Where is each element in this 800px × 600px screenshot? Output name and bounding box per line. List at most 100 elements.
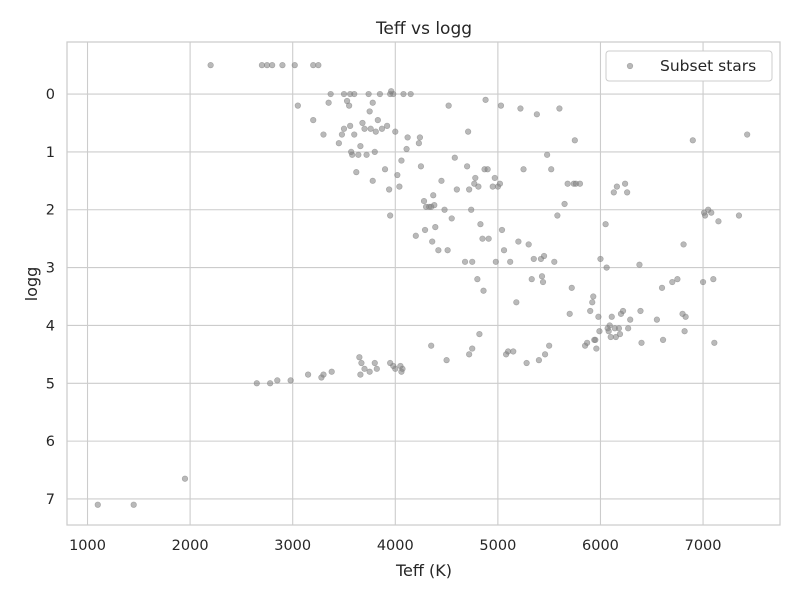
data-point [541,351,549,358]
data-point [421,226,429,234]
data-point [464,163,471,170]
data-point [530,255,537,263]
data-point [466,351,473,358]
data-point [608,313,615,320]
data-point [597,255,604,263]
data-point [505,348,512,355]
legend-marker [626,62,634,70]
data-point [605,328,612,335]
data-point [371,148,378,156]
data-point [539,278,547,286]
data-point [335,140,342,147]
data-point [269,62,276,69]
data-point [568,284,575,291]
data-point [556,105,563,112]
data-point [338,131,346,138]
legend-box [605,50,773,82]
data-point [592,336,599,343]
data-point [735,212,743,219]
data-point [476,331,483,338]
data-point [548,166,555,173]
data-point [444,247,451,254]
data-point [584,339,591,346]
data-point [606,322,613,329]
data-point [469,345,476,352]
data-point [682,313,689,320]
x-tick-label: 3000 [274,538,311,554]
data-point [400,90,407,98]
data-point [359,119,366,127]
data-point [387,212,394,219]
data-point [566,310,573,317]
data-point [420,197,428,205]
x-tick-label: 2000 [172,538,209,554]
data-point [540,252,548,260]
data-point [448,215,455,222]
data-point [357,371,364,378]
data-point [637,307,644,315]
data-point [669,278,676,286]
data-point [441,206,448,213]
data-point [564,180,571,187]
plot-frame [66,41,781,526]
data-point [327,90,334,98]
data-point [461,258,469,265]
x-tick-label: 5000 [479,538,516,554]
data-point [399,365,406,372]
data-point [365,90,372,98]
data-point [602,221,609,228]
data-point [538,273,546,280]
data-point [394,171,401,179]
data-point [371,359,378,367]
data-point [291,62,298,69]
data-point [94,501,101,508]
data-point [320,371,327,378]
data-point [636,261,643,268]
data-point [500,247,508,254]
data-point [369,99,376,106]
data-point [551,258,558,265]
data-point [181,475,189,482]
data-point [412,232,419,239]
data-point [367,125,374,132]
data-point [207,62,214,69]
data-point [507,258,514,265]
chart-title: Teff vs logg [375,19,472,39]
data-point [510,348,517,355]
data-point [472,174,479,182]
x-tick-label: 4000 [377,538,414,554]
data-point [554,212,561,219]
data-point [613,183,620,190]
data-point [438,177,445,184]
data-point [525,241,532,248]
x-axis-ticks: 1000 2000 3000 4000 5000 6000 7000 [69,538,721,554]
data-point [624,189,631,196]
data-point [374,116,381,124]
data-point [491,174,498,182]
data-point [274,377,281,384]
x-tick-label: 6000 [582,538,619,554]
data-point [576,180,584,187]
data-point [589,299,596,306]
data-point [294,102,301,109]
data-point [357,143,364,150]
x-axis-label: Teff (K) [395,561,452,580]
data-point [466,186,473,193]
data-point [310,62,317,69]
data-point [653,316,660,323]
data-point [304,371,312,378]
data-point [603,264,610,271]
data-point [376,90,383,98]
data-point [378,125,386,132]
data-point [699,278,707,286]
data-point [355,151,362,158]
data-point [372,128,379,135]
data-point [451,154,458,161]
data-point [658,284,666,291]
data-point [485,235,492,242]
data-point [403,145,410,153]
data-point [130,501,137,508]
data-point [489,183,496,190]
data-point [596,328,603,335]
data-point [587,307,594,315]
